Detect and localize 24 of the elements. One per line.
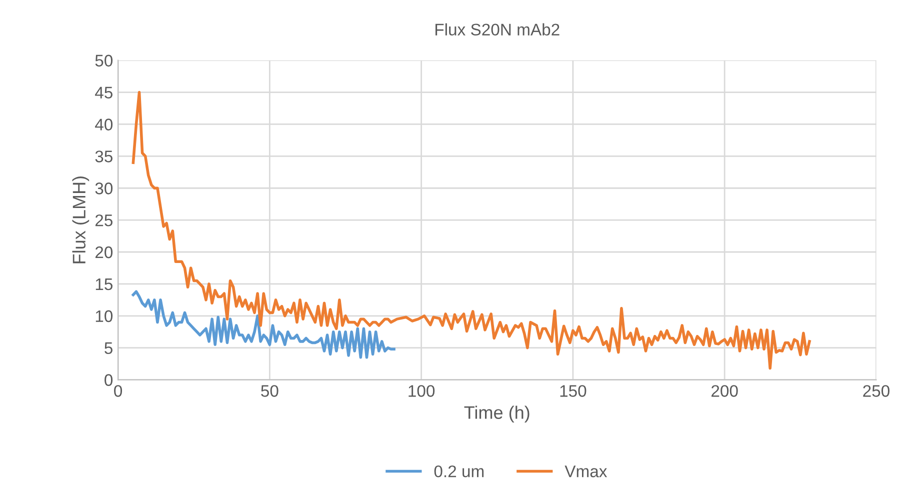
- y-tick-label: 40: [95, 118, 113, 130]
- chart-title: Flux S20N mAb2: [436, 23, 560, 36]
- y-tick-label: 50: [95, 54, 113, 67]
- y-axis-title: Flux (LMH): [72, 176, 90, 264]
- y-tick-label: 35: [95, 150, 112, 162]
- x-tick-label: 0: [114, 385, 122, 397]
- x-axis-title: Time (h): [464, 406, 530, 423]
- y-tick-label: 5: [104, 342, 112, 354]
- y-tick-label: 0: [104, 374, 113, 386]
- line-series: [132, 290, 396, 359]
- x-tick-label: 50: [261, 385, 278, 397]
- x-tick-label: 100: [408, 385, 435, 397]
- x-tick-label: 250: [863, 385, 890, 397]
- y-tick-label: 10: [96, 310, 113, 322]
- x-tick-label: 150: [560, 385, 586, 397]
- line-series: [132, 90, 811, 370]
- y-tick-label: 45: [95, 86, 112, 99]
- y-tick-label: 30: [95, 182, 113, 194]
- legend-label: 0.2 um: [434, 465, 484, 478]
- y-tick-label: 20: [95, 246, 113, 258]
- y-tick-label: 15: [96, 278, 112, 290]
- legend-label: Vmax: [564, 466, 608, 478]
- x-tick-label: 200: [712, 385, 738, 397]
- y-tick-label: 25: [95, 214, 112, 226]
